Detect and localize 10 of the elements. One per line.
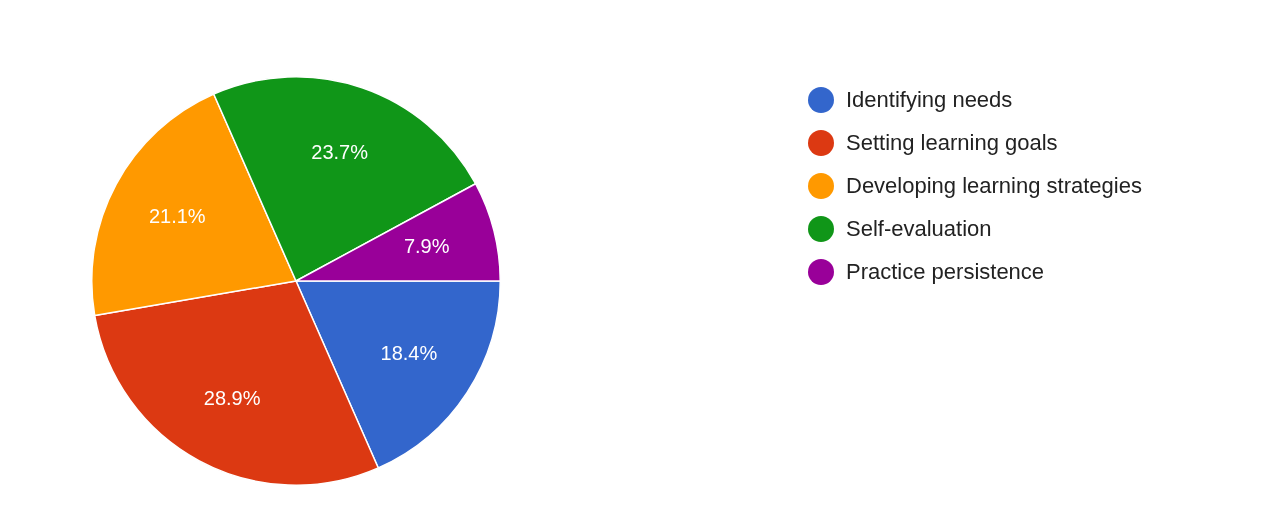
data-label: 21.1% <box>148 204 206 227</box>
legend-label: Practice persistence <box>846 258 1045 285</box>
legend-label: Setting learning goals <box>846 129 1058 156</box>
data-label: 7.9% <box>403 235 450 258</box>
legend-label: Developing learning strategies <box>846 172 1142 199</box>
data-label: 28.9% <box>203 387 261 410</box>
legend-label: Self-evaluation <box>846 215 992 242</box>
data-label: 23.7% <box>311 140 369 163</box>
data-label: 18.4% <box>380 342 438 365</box>
legend-label: Identifying needs <box>846 86 1013 113</box>
